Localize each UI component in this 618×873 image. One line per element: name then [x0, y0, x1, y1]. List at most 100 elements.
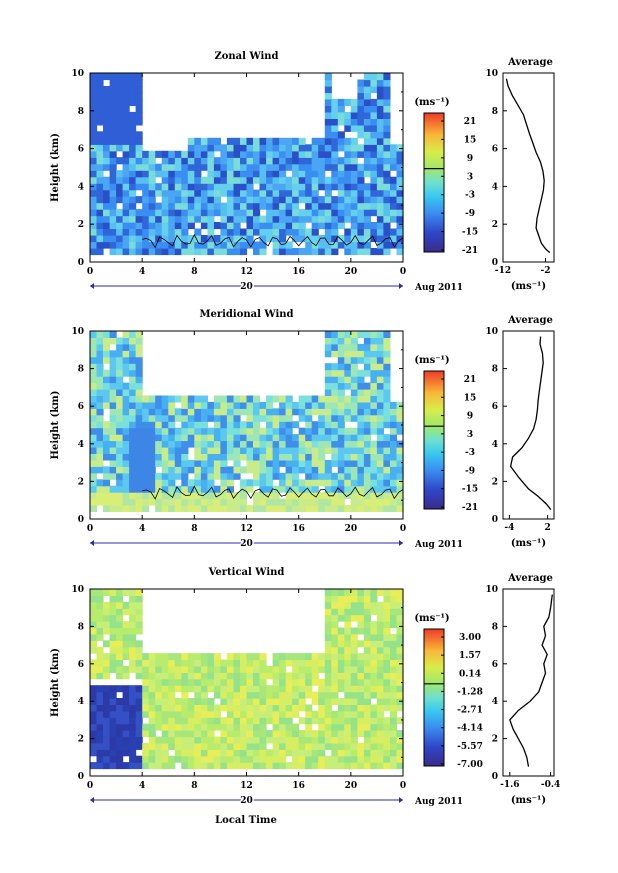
field-cell	[148, 401, 156, 409]
field-cell	[370, 183, 378, 191]
field-cell	[259, 730, 267, 738]
field-cell	[213, 401, 221, 409]
field-cell	[390, 440, 398, 448]
average-title: Average	[507, 57, 553, 68]
field-cell	[161, 150, 169, 158]
field-cell	[305, 228, 313, 236]
field-cell	[357, 427, 365, 435]
field-cell	[181, 659, 189, 667]
field-cell	[142, 505, 150, 512]
field-cell	[122, 485, 130, 493]
field-cell	[194, 459, 202, 467]
field-cell	[383, 118, 391, 126]
field-cell	[103, 144, 111, 152]
field-cell	[376, 640, 384, 648]
field-cell	[344, 124, 352, 132]
field-cell	[253, 755, 261, 763]
field-cell	[200, 157, 208, 165]
avg-y-tick-label: 0	[492, 772, 498, 782]
field-cell	[311, 653, 319, 661]
field-cell	[194, 215, 202, 223]
field-cell	[220, 453, 228, 461]
avg-y-tick-label: 4	[492, 182, 498, 192]
field-cell	[370, 98, 378, 106]
field-cell	[324, 479, 332, 487]
field-cell	[363, 111, 371, 119]
field-cell	[129, 331, 137, 338]
field-cell	[337, 646, 345, 654]
field-cell	[324, 698, 332, 705]
field-cell	[181, 742, 189, 750]
field-cell	[187, 485, 195, 493]
field-cell	[357, 222, 365, 230]
field-cell	[135, 665, 143, 673]
field-cell	[383, 176, 391, 184]
field-cell	[187, 137, 195, 145]
field-cell	[357, 466, 365, 474]
field-cell	[337, 389, 345, 396]
field-cell	[187, 466, 195, 474]
field-cell	[396, 235, 404, 243]
field-cell	[116, 118, 124, 126]
field-cell	[370, 343, 378, 351]
field-cell	[279, 665, 287, 673]
field-cell	[109, 408, 117, 416]
field-cell	[305, 401, 313, 409]
day-bar-arrow-left	[90, 283, 94, 289]
field-cell	[240, 440, 248, 448]
field-cell	[148, 395, 156, 403]
field-cell	[122, 350, 130, 358]
field-cell	[344, 189, 352, 197]
field-cell	[135, 723, 143, 731]
field-cell	[116, 124, 124, 132]
field-cell	[331, 202, 339, 210]
field-cell	[279, 691, 287, 699]
field-cell	[200, 479, 208, 487]
field-cell	[226, 723, 234, 731]
field-cell	[337, 137, 345, 145]
field-cell	[109, 228, 117, 236]
field-cell	[311, 209, 319, 217]
field-cell	[363, 427, 371, 435]
field-cell	[200, 401, 208, 409]
field-cell	[194, 137, 202, 145]
field-cell	[142, 202, 150, 210]
field-cell	[337, 717, 345, 725]
field-cell	[344, 749, 352, 757]
field-cell	[109, 440, 117, 448]
field-cell	[116, 79, 124, 87]
field-cell	[129, 659, 137, 667]
field-cell	[109, 189, 117, 197]
field-cell	[181, 466, 189, 474]
x-tick-label: 8	[191, 267, 197, 277]
field-cell	[207, 427, 215, 435]
field-cell	[103, 124, 111, 132]
field-cell	[194, 691, 202, 699]
field-cell	[168, 704, 176, 712]
field-cell	[331, 762, 339, 770]
field-cell	[129, 202, 137, 210]
field-cell	[363, 105, 371, 113]
field-cell	[161, 762, 169, 770]
field-cell	[337, 170, 345, 178]
x-tick-label: 16	[292, 267, 305, 277]
field-cell	[383, 131, 391, 139]
field-cell	[396, 646, 404, 654]
field-cell	[246, 678, 254, 686]
field-cell	[376, 749, 384, 757]
field-cell	[226, 755, 234, 763]
field-cell	[350, 498, 358, 506]
field-cell	[253, 730, 261, 738]
x-tick-label: 16	[292, 524, 305, 534]
field-cell	[363, 363, 371, 371]
field-cell	[109, 98, 117, 106]
field-cell	[253, 447, 261, 454]
field-cell	[305, 730, 313, 738]
field-cell	[337, 202, 345, 210]
field-cell	[135, 150, 143, 158]
field-cell	[168, 685, 176, 693]
field-cell	[161, 736, 169, 744]
field-cell	[122, 356, 130, 364]
field-cell	[363, 640, 371, 648]
field-cell	[390, 414, 398, 422]
